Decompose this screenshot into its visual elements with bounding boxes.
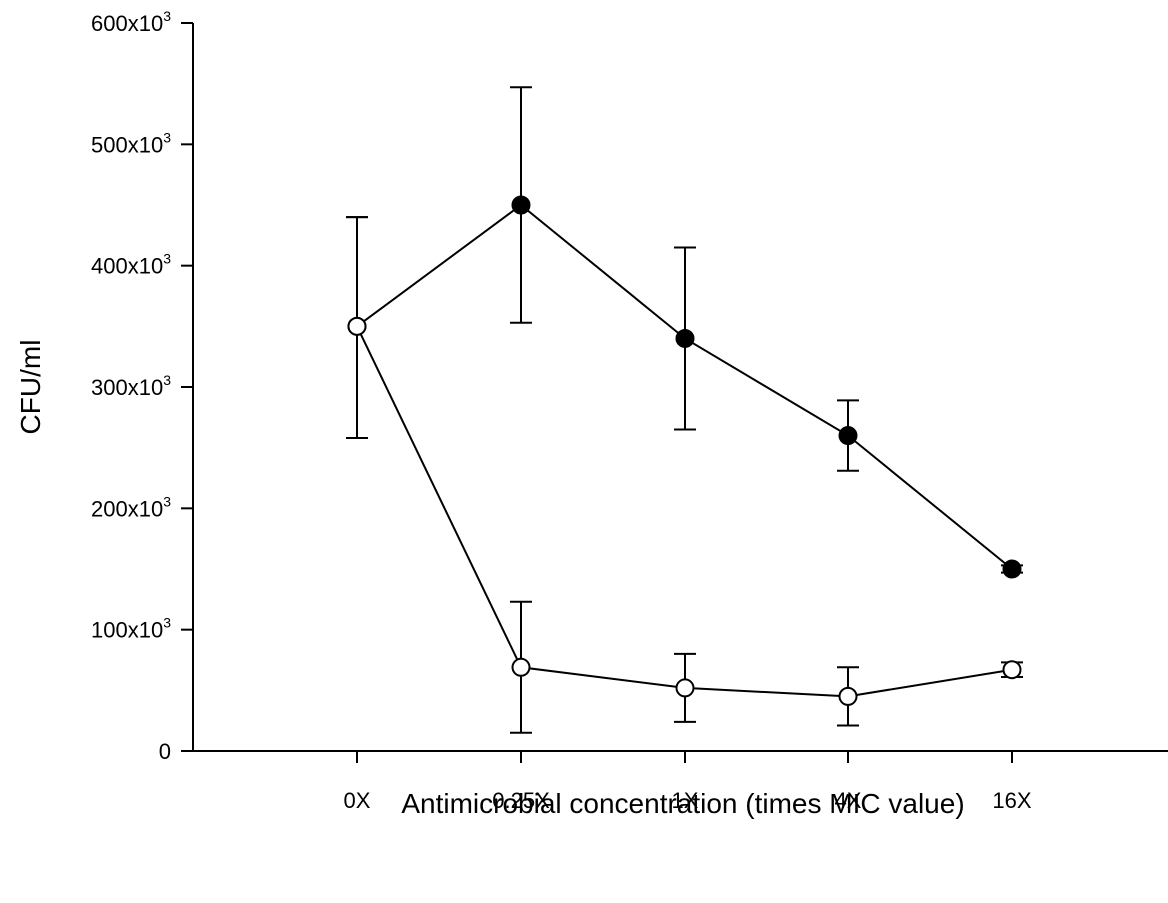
y-tick-label: 100x103: [91, 615, 171, 643]
x-ticks: 0X 0.25X 1X 4X 16X: [344, 751, 1032, 813]
data-point-filled: [675, 328, 695, 348]
data-point-filled: [511, 195, 531, 215]
data-point-open: [675, 678, 695, 698]
data-point-open: [347, 316, 367, 336]
axes: [192, 23, 1168, 752]
y-tick-label: 0: [159, 739, 171, 764]
data-point-open: [838, 686, 858, 706]
x-axis-title: Antimicrobial concentration (times MIC v…: [401, 788, 964, 819]
y-tick-label: 500x103: [91, 129, 171, 157]
y-tick-label: 200x103: [91, 493, 171, 521]
x-tick-label: 1X: [672, 788, 699, 813]
series-2: [346, 216, 1023, 734]
y-axis-title: CFU/ml: [15, 340, 46, 435]
y-tick-label: 600x103: [91, 8, 171, 36]
plot-area: [346, 86, 1023, 734]
x-tick-label: 0.25X: [492, 788, 550, 813]
y-tick-label: 400x103: [91, 251, 171, 279]
data-point-filled: [838, 426, 858, 446]
data-point-filled: [1002, 559, 1022, 579]
x-tick-label: 4X: [835, 788, 862, 813]
series-1: [346, 86, 1023, 579]
data-point-open: [511, 657, 531, 677]
data-point-open: [1002, 660, 1022, 680]
y-ticks: 0 100x103 200x103 300x103 400x103 500x103 600x…: [91, 8, 193, 764]
y-tick-label: 300x103: [91, 372, 171, 400]
x-tick-label: 16X: [992, 788, 1031, 813]
x-tick-label: 0X: [344, 788, 371, 813]
